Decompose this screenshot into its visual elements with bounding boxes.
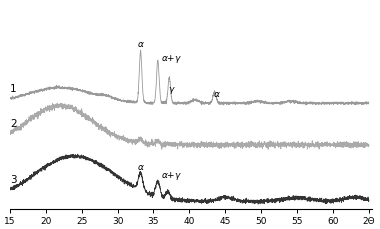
Text: $\alpha$: $\alpha$ [137,39,144,48]
Text: $\alpha$+$\gamma$: $\alpha$+$\gamma$ [161,169,182,181]
Text: $\alpha$: $\alpha$ [213,89,220,98]
Text: 1: 1 [10,84,17,94]
Text: 3: 3 [10,174,17,184]
Text: 2: 2 [10,118,17,128]
Text: $\alpha$+$\gamma$: $\alpha$+$\gamma$ [161,53,182,65]
Text: $\alpha$: $\alpha$ [137,162,144,171]
Text: $\gamma$: $\gamma$ [168,85,175,95]
